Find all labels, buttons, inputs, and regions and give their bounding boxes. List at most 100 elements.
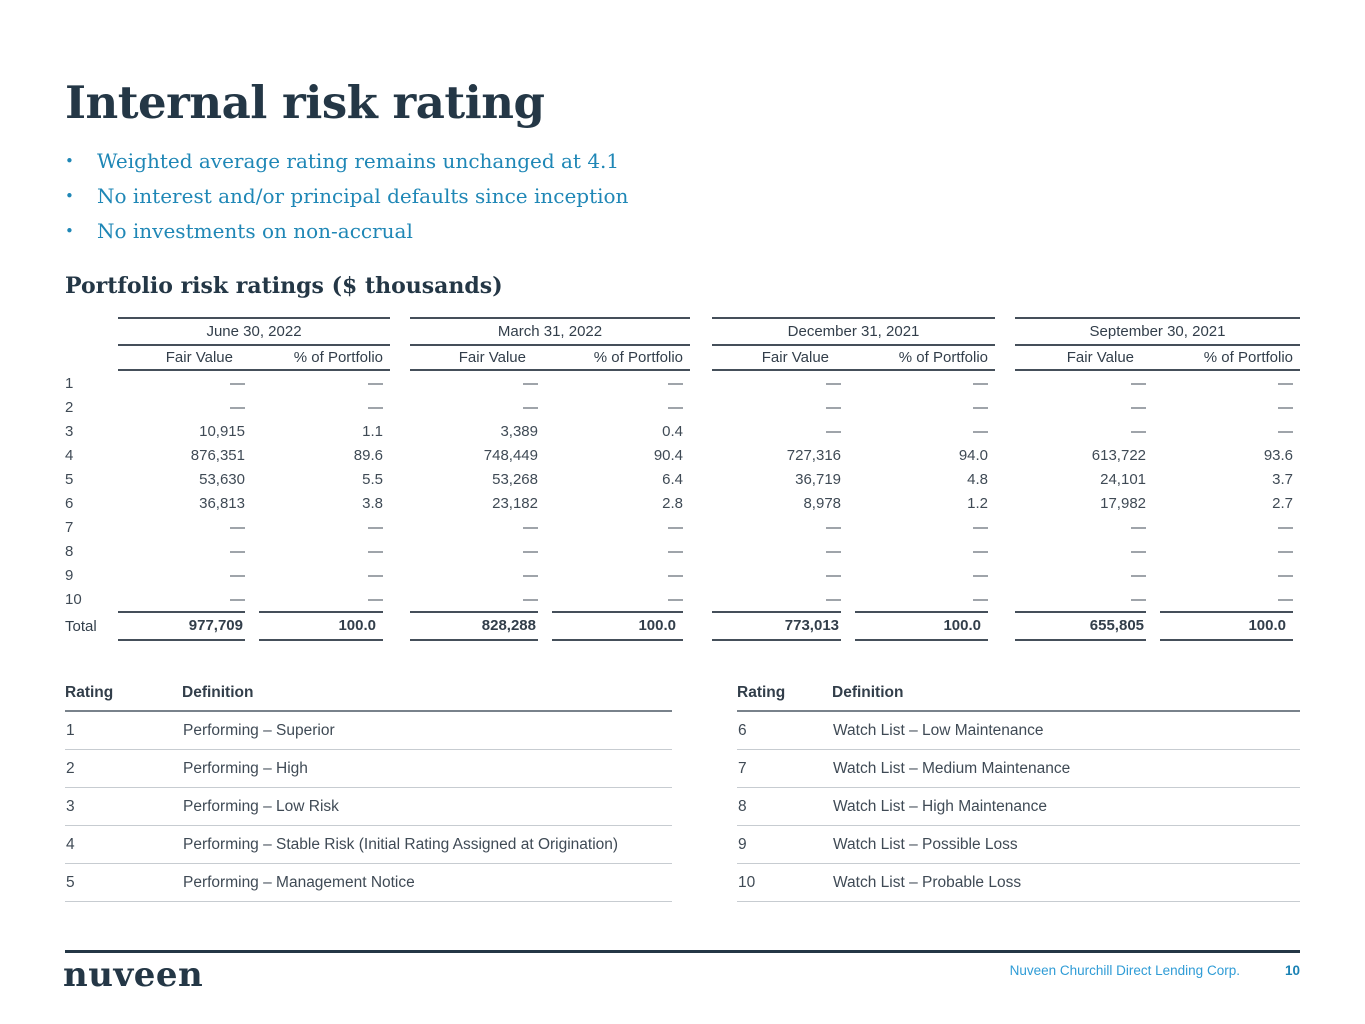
fair-value-cell: 613,722: [1091, 446, 1147, 464]
pct-portfolio-cell: —: [973, 422, 989, 440]
column-spacer: [995, 515, 1015, 539]
bullet-icon: •: [65, 222, 74, 240]
fair-value-cell: —: [230, 518, 245, 536]
fair-value-cell: —: [523, 590, 538, 608]
rating-cell: 1: [65, 374, 74, 392]
pct-portfolio-cell: 1.2: [967, 494, 989, 512]
table-row: 10 — — — — — — — —: [65, 587, 1300, 611]
fair-value-header: Fair Value: [118, 346, 247, 371]
rating-cell: 9: [737, 825, 832, 864]
column-spacer: [390, 419, 410, 443]
definitions-header-row: Rating Definition: [737, 684, 1300, 712]
pct-portfolio-cell: —: [368, 590, 383, 608]
column-spacer: [390, 395, 410, 419]
pct-portfolio-cell: —: [668, 590, 684, 608]
definition-cell: Watch List – Possible Loss: [832, 825, 1300, 864]
column-spacer: [390, 317, 410, 346]
pct-portfolio-cell: —: [668, 566, 684, 584]
pct-portfolio-header: % of Portfolio: [1148, 346, 1301, 371]
definitions-table-left: Rating Definition 1 Performing – Superio…: [65, 684, 672, 902]
pct-portfolio-cell: —: [368, 398, 383, 416]
bullet-text: Weighted average rating remains unchange…: [97, 149, 620, 173]
fair-value-cell: —: [826, 398, 842, 416]
pct-portfolio-cell: —: [973, 374, 989, 392]
period-header: December 31, 2021: [712, 317, 996, 346]
column-spacer: [995, 346, 1015, 371]
definition-cell: Performing – Management Notice: [182, 863, 672, 902]
table-row: 7 Watch List – Medium Maintenance: [737, 749, 1300, 788]
definition-cell: Performing – Superior: [182, 711, 672, 750]
rating-definitions: Rating Definition 1 Performing – Superio…: [65, 684, 1300, 902]
definition-cell: Watch List – Low Maintenance: [832, 711, 1300, 750]
column-spacer: [690, 467, 712, 491]
column-spacer: [390, 371, 410, 395]
fair-value-cell: 876,351: [190, 446, 245, 464]
table-row: 6 Watch List – Low Maintenance: [737, 711, 1300, 750]
fair-value-cell: —: [1131, 422, 1147, 440]
rating-cell: 1: [65, 711, 182, 750]
column-spacer: [390, 346, 410, 371]
page-title: Internal risk rating: [65, 76, 545, 129]
total-fair-value-cell: 977,709: [118, 611, 247, 641]
rating-cell: 6: [737, 711, 832, 750]
pct-portfolio-cell: —: [1278, 590, 1294, 608]
total-fair-value-cell: 773,013: [712, 611, 843, 641]
column-spacer: [995, 563, 1015, 587]
rating-cell: 8: [737, 787, 832, 826]
pct-portfolio-cell: —: [973, 518, 989, 536]
column-spacer: [995, 443, 1015, 467]
portfolio-risk-table: June 30, 2022 March 31, 2022 December 31…: [65, 317, 1301, 641]
rating-cell: 7: [65, 518, 74, 536]
fair-value-cell: —: [523, 566, 538, 584]
date-header-row: June 30, 2022 March 31, 2022 December 31…: [65, 317, 1301, 346]
pct-portfolio-cell: —: [1278, 518, 1294, 536]
table-row: 1 — — — — — — — —: [65, 371, 1300, 395]
column-spacer: [690, 515, 712, 539]
column-spacer: [390, 515, 410, 539]
pct-portfolio-cell: —: [368, 542, 383, 560]
fair-value-cell: 10,915: [199, 422, 245, 440]
total-label: Total: [65, 617, 97, 635]
pct-portfolio-cell: —: [973, 398, 989, 416]
table-row: 5 53,630 5.5 53,268 6.4 36,719 4.8 24,10…: [65, 467, 1300, 491]
definition-cell: Watch List – Medium Maintenance: [832, 749, 1300, 788]
corner-cell: [65, 317, 118, 346]
column-spacer: [690, 317, 712, 346]
column-spacer: [690, 346, 712, 371]
rating-cell: 2: [65, 749, 182, 788]
column-spacer: [995, 395, 1015, 419]
fair-value-cell: 53,630: [199, 470, 245, 488]
footer-divider: [65, 950, 1300, 953]
fair-value-cell: —: [230, 542, 245, 560]
rating-cell: 9: [65, 566, 74, 584]
rating-cell: 5: [65, 470, 74, 488]
rating-cell: 4: [65, 446, 74, 464]
pct-portfolio-header: % of Portfolio: [540, 346, 691, 371]
total-pct-portfolio-cell: 100.0: [1148, 611, 1300, 641]
definition-header: Definition: [832, 684, 1300, 712]
table-row: 9 — — — — — — — —: [65, 563, 1300, 587]
column-spacer: [690, 491, 712, 515]
rating-header: Rating: [65, 684, 182, 712]
period-header: September 30, 2021: [1015, 317, 1301, 346]
definitions-header-row: Rating Definition: [65, 684, 672, 712]
table-row: 8 — — — — — — — —: [65, 539, 1300, 563]
pct-portfolio-cell: —: [1278, 374, 1294, 392]
table-row: 6 36,813 3.8 23,182 2.8 8,978 1.2 17,982…: [65, 491, 1300, 515]
fair-value-cell: —: [523, 518, 538, 536]
fair-value-cell: —: [523, 374, 538, 392]
pct-portfolio-cell: 93.6: [1263, 446, 1294, 464]
pct-portfolio-cell: 0.4: [662, 422, 684, 440]
pct-portfolio-cell: 2.7: [1272, 494, 1294, 512]
total-fair-value-cell: 655,805: [1015, 611, 1148, 641]
pct-portfolio-cell: 89.6: [353, 446, 383, 464]
fair-value-cell: —: [826, 422, 842, 440]
rating-cell: 2: [65, 398, 74, 416]
column-spacer: [995, 491, 1015, 515]
pct-portfolio-cell: —: [668, 542, 684, 560]
fair-value-cell: 36,719: [795, 470, 842, 488]
table-row: 9 Watch List – Possible Loss: [737, 825, 1300, 864]
fair-value-cell: —: [230, 398, 245, 416]
table-row: 1 Performing – Superior: [65, 711, 672, 750]
table-row: 10 Watch List – Probable Loss: [737, 863, 1300, 902]
